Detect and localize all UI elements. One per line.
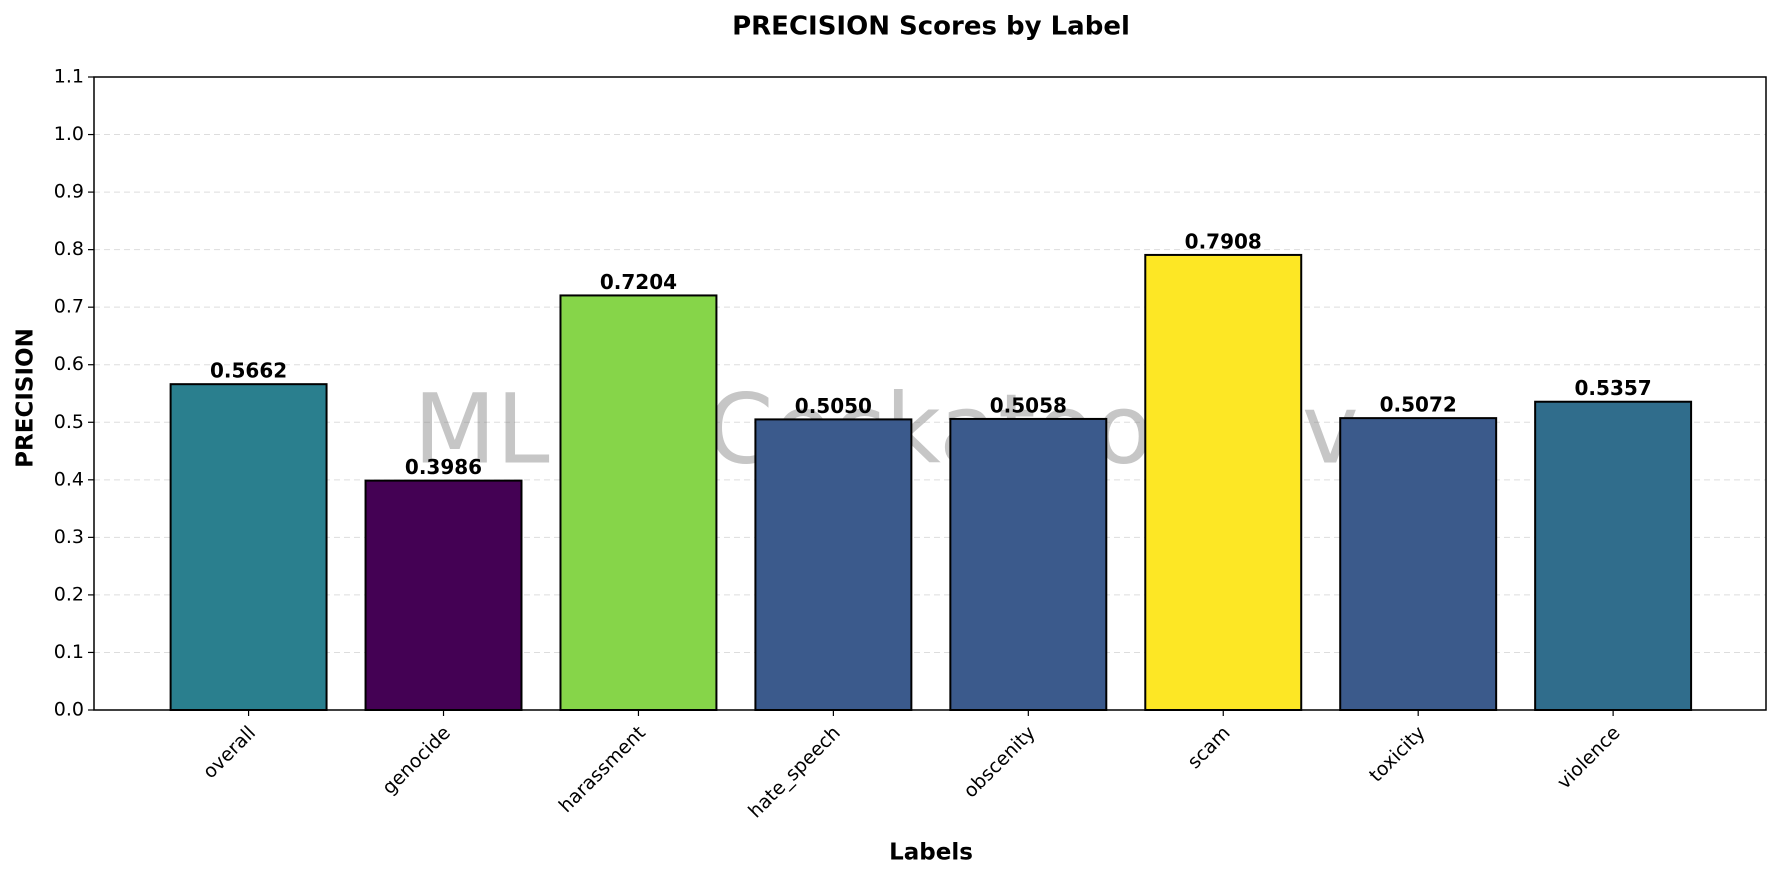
y-tick-label: 0.3 <box>54 526 84 548</box>
y-tick-label: 0.1 <box>54 641 84 663</box>
x-tick-label: overall <box>199 722 260 783</box>
x-tick-label: hate_speech <box>744 722 845 823</box>
y-tick-label: 0.9 <box>54 181 84 203</box>
bar <box>169 383 328 711</box>
x-tick-label: scam <box>1183 722 1234 773</box>
value-label: 0.7204 <box>600 270 677 294</box>
value-label: 0.3986 <box>405 455 482 479</box>
bar <box>949 417 1108 711</box>
bar <box>754 418 913 711</box>
y-tick-label: 0.2 <box>54 583 84 605</box>
y-tick-label: 0.6 <box>54 353 84 375</box>
value-label: 0.5050 <box>795 394 872 418</box>
bar <box>559 294 718 711</box>
value-label: 0.5058 <box>990 393 1067 417</box>
y-axis-label: PRECISION <box>13 328 39 468</box>
y-tick-label: 0.4 <box>54 468 84 490</box>
bar <box>1339 417 1498 711</box>
plot-frame <box>93 76 1767 711</box>
bar <box>364 479 523 711</box>
chart-title: PRECISION Scores by Label <box>732 12 1130 42</box>
x-tick-label: genocide <box>378 722 455 799</box>
y-tick-label: 0.0 <box>54 699 84 721</box>
y-tick-label: 1.0 <box>54 123 84 145</box>
y-tick-label: 0.5 <box>54 411 84 433</box>
x-tick-label: obscenity <box>959 722 1039 802</box>
value-label: 0.7908 <box>1185 229 1262 253</box>
y-tick-label: 0.7 <box>54 296 84 318</box>
x-tick-label: toxicity <box>1365 722 1430 787</box>
x-tick-label: violence <box>1553 722 1625 794</box>
x-tick-label: harassment <box>555 722 650 817</box>
bar <box>1534 400 1693 711</box>
y-tick-label: 1.1 <box>54 66 84 88</box>
value-label: 0.5072 <box>1380 393 1457 417</box>
bar <box>1144 253 1303 711</box>
value-label: 0.5662 <box>210 359 287 383</box>
value-label: 0.5357 <box>1575 376 1652 400</box>
x-axis-label: Labels <box>889 840 973 866</box>
y-tick-label: 0.8 <box>54 238 84 260</box>
